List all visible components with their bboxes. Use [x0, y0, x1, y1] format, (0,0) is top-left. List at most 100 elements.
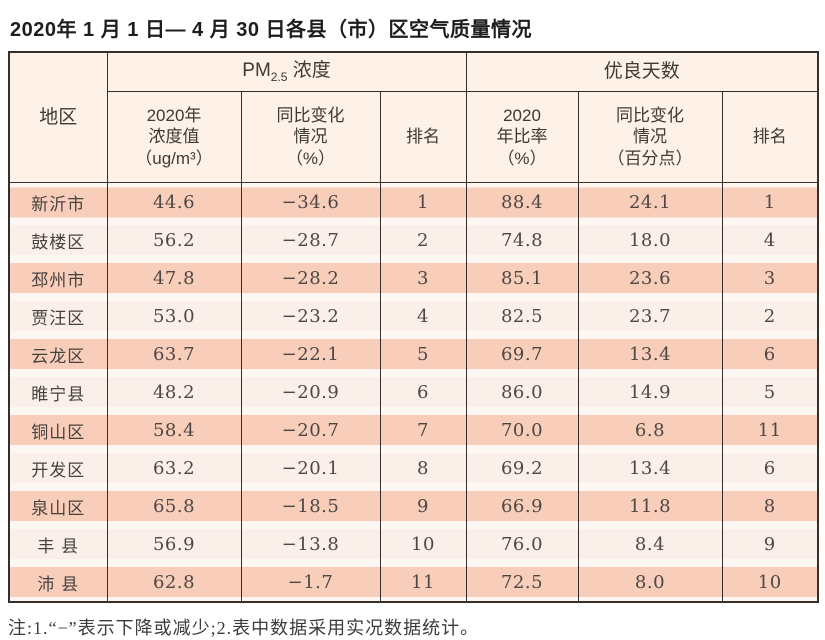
- cell-days-rate: 69.7: [465, 335, 579, 373]
- table-row: 丰 县 56.9 −13.8 10 76.0 8.4 9: [8, 525, 819, 563]
- cell-pm-change: −23.2: [240, 297, 381, 335]
- table-row: 泉山区 65.8 −18.5 9 66.9 11.8 8: [8, 487, 819, 525]
- cell-days-rank: 9: [721, 525, 819, 563]
- table-row: 新沂市 44.6 −34.6 1 88.4 24.1 1: [8, 182, 819, 221]
- cell-days-rank: 11: [721, 411, 819, 449]
- cell-days-rate: 72.5: [465, 563, 579, 602]
- cell-region: 泉山区: [8, 487, 108, 525]
- column-header-region: 地区: [8, 51, 108, 183]
- column-group-good-days: 优良天数: [465, 51, 819, 92]
- cell-days-rank: 10: [721, 563, 819, 602]
- table-row: 铜山区 58.4 −20.7 7 70.0 6.8 11: [8, 411, 819, 449]
- header-sub-row: 2020年 浓度值 （ug/m³） 同比变化 情况 （%） 排名 2020 年比…: [9, 91, 819, 183]
- cell-days-change: 11.8: [577, 487, 723, 525]
- cell-pm-change: −13.8: [240, 525, 381, 563]
- footnote: 注:1.“−”表示下降或减少;2.表中数据采用实况数据统计。: [8, 618, 480, 638]
- cell-pm-value: 62.8: [106, 563, 242, 602]
- cell-days-rank: 1: [721, 182, 819, 221]
- cell-pm-value: 63.2: [106, 449, 242, 487]
- cell-days-change: 8.0: [577, 563, 723, 602]
- cell-days-rate: 85.1: [465, 259, 579, 297]
- cell-region: 沛 县: [8, 563, 108, 602]
- cell-region: 开发区: [8, 449, 108, 487]
- cell-pm-value: 63.7: [106, 335, 242, 373]
- cell-days-rate: 86.0: [465, 373, 579, 411]
- page-title: 2020年 1 月 1 日— 4 月 30 日各县（市）区空气质量情况: [10, 19, 533, 41]
- cell-pm-change: −1.7: [240, 563, 381, 602]
- cell-days-rate: 88.4: [465, 182, 579, 221]
- cell-region: 贾汪区: [8, 297, 108, 335]
- cell-pm-change: −18.5: [240, 487, 381, 525]
- cell-pm-change: −28.2: [240, 259, 381, 297]
- cell-pm-value: 65.8: [106, 487, 242, 525]
- header-group-row: 地区 PM2.5 浓度 优良天数: [8, 51, 819, 183]
- cell-pm-rank: 4: [379, 297, 467, 335]
- cell-days-change: 23.6: [577, 259, 723, 297]
- table-body: 新沂市 44.6 −34.6 1 88.4 24.1 1 鼓楼区 56.2 −2…: [8, 182, 819, 602]
- cell-region: 丰 县: [8, 525, 108, 563]
- cell-days-change: 6.8: [577, 411, 723, 449]
- cell-pm-value: 48.2: [106, 373, 242, 411]
- cell-region: 铜山区: [8, 411, 108, 449]
- article-page: 2020年 1 月 1 日— 4 月 30 日各县（市）区空气质量情况 地区 P…: [8, 19, 819, 638]
- cell-pm-value: 44.6: [106, 182, 242, 221]
- air-quality-table: 地区 PM2.5 浓度 优良天数 2020年 浓度值 （ug/m³） 同比变化 …: [8, 51, 819, 603]
- cell-pm-rank: 7: [379, 411, 467, 449]
- cell-pm-rank: 10: [379, 525, 467, 563]
- table-row: 邳州市 47.8 −28.2 3 85.1 23.6 3: [8, 259, 819, 297]
- table-header: 地区 PM2.5 浓度 优良天数 2020年 浓度值 （ug/m³） 同比变化 …: [8, 51, 819, 183]
- cell-days-change: 24.1: [577, 182, 723, 221]
- cell-days-rank: 6: [721, 449, 819, 487]
- cell-days-rate: 70.0: [465, 411, 579, 449]
- column-group-pm25: PM2.5 浓度: [106, 51, 467, 92]
- cell-pm-rank: 9: [379, 487, 467, 525]
- cell-pm-change: −28.7: [240, 221, 381, 259]
- table-row: 沛 县 62.8 −1.7 11 72.5 8.0 10: [8, 563, 819, 602]
- pm25-label-prefix: PM: [242, 60, 271, 82]
- cell-days-rate: 74.8: [465, 221, 579, 259]
- cell-pm-change: −20.9: [240, 373, 381, 411]
- cell-pm-value: 56.9: [106, 525, 242, 563]
- table-row: 贾汪区 53.0 −23.2 4 82.5 23.7 2: [8, 297, 819, 335]
- cell-days-rank: 4: [721, 221, 819, 259]
- cell-pm-value: 56.2: [106, 221, 242, 259]
- cell-days-change: 13.4: [577, 449, 723, 487]
- cell-days-rate: 69.2: [465, 449, 579, 487]
- cell-region: 邳州市: [8, 259, 108, 297]
- cell-region: 云龙区: [8, 335, 108, 373]
- column-header-pm-rank: 排名: [379, 91, 467, 183]
- cell-days-change: 13.4: [577, 335, 723, 373]
- cell-pm-value: 47.8: [106, 259, 242, 297]
- cell-region: 睢宁县: [8, 373, 108, 411]
- cell-days-change: 18.0: [577, 221, 723, 259]
- column-header-days-change: 同比变化 情况 （百分点）: [577, 91, 723, 183]
- column-header-pm-value: 2020年 浓度值 （ug/m³）: [106, 91, 242, 183]
- pm25-label-subscript: 2.5: [270, 69, 288, 84]
- table-row: 鼓楼区 56.2 −28.7 2 74.8 18.0 4: [8, 221, 819, 259]
- cell-pm-change: −22.1: [240, 335, 381, 373]
- table-row: 开发区 63.2 −20.1 8 69.2 13.4 6: [8, 449, 819, 487]
- cell-days-change: 8.4: [577, 525, 723, 563]
- cell-days-rate: 66.9: [465, 487, 579, 525]
- cell-days-change: 23.7: [577, 297, 723, 335]
- cell-days-rate: 82.5: [465, 297, 579, 335]
- pm25-label-suffix: 浓度: [287, 60, 331, 82]
- cell-pm-rank: 1: [379, 182, 467, 221]
- cell-pm-rank: 5: [379, 335, 467, 373]
- table-row: 睢宁县 48.2 −20.9 6 86.0 14.9 5: [8, 373, 819, 411]
- cell-pm-value: 53.0: [106, 297, 242, 335]
- cell-days-rank: 8: [721, 487, 819, 525]
- cell-days-rank: 6: [721, 335, 819, 373]
- cell-days-rank: 2: [721, 297, 819, 335]
- column-header-days-rank: 排名: [721, 91, 819, 183]
- cell-pm-rank: 2: [379, 221, 467, 259]
- cell-days-change: 14.9: [577, 373, 723, 411]
- cell-pm-change: −34.6: [240, 182, 381, 221]
- cell-region: 鼓楼区: [8, 221, 108, 259]
- cell-pm-rank: 11: [379, 563, 467, 602]
- cell-days-rate: 76.0: [465, 525, 579, 563]
- cell-pm-value: 58.4: [106, 411, 242, 449]
- cell-region: 新沂市: [8, 182, 108, 221]
- column-header-pm-change: 同比变化 情况 （%）: [240, 91, 381, 183]
- cell-days-rank: 3: [721, 259, 819, 297]
